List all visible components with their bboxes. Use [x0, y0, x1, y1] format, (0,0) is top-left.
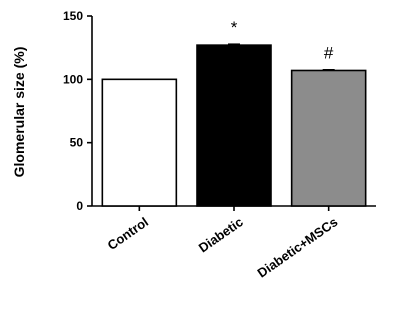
x-tick-label-control: Control — [105, 214, 151, 253]
bar-control — [101, 78, 178, 207]
y-tick-label-50: 50 — [70, 136, 84, 150]
bar-diabetic — [196, 44, 272, 207]
bars — [101, 43, 367, 207]
bar-diabetic-mscs — [290, 69, 367, 207]
y-tick-label-100: 100 — [63, 72, 83, 86]
annotation-diabetic-mscs: # — [324, 43, 334, 62]
y-tick-label-150: 150 — [63, 9, 83, 23]
x-tick-label-diabetic-mscs: Diabetic+MSCs — [255, 214, 341, 280]
y-tick-label-0: 0 — [76, 199, 83, 213]
x-tick-label-diabetic: Diabetic — [196, 214, 246, 255]
annotation-diabetic: * — [231, 18, 238, 37]
y-axis-label: Glomerular size (%) — [11, 47, 27, 178]
